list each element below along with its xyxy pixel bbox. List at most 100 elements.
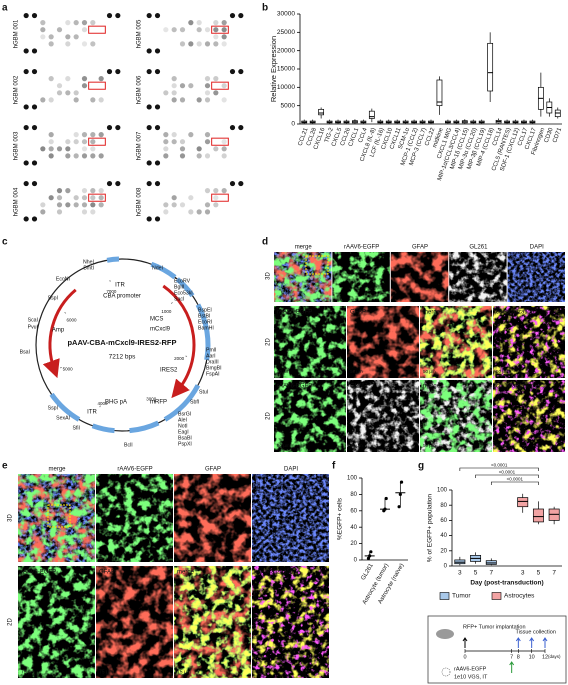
site-label: BsaBI: [178, 435, 192, 441]
x-tick-label: CD71: [552, 127, 563, 144]
blot-dot: [204, 90, 211, 96]
blot-dot: [229, 12, 236, 19]
blot-dot: [213, 27, 219, 33]
blot-dot: [98, 202, 104, 208]
y-tick-label: 40: [440, 533, 447, 539]
scale-bar-label: 50 µm: [496, 443, 509, 448]
micrograph-signal: [420, 306, 492, 378]
blot-dot: [146, 160, 152, 166]
x-tick-label: 7: [552, 570, 556, 577]
highlight-box: [211, 25, 229, 34]
blot-label: hGBM 007: [137, 131, 143, 160]
y-tick-label: 60: [440, 518, 447, 524]
blot-dot: [73, 20, 79, 26]
scale-bar-label: 50 µm: [350, 369, 363, 374]
channel-label: merge: [295, 245, 313, 251]
blot-dot: [221, 41, 227, 47]
blot-dot: [163, 90, 169, 96]
blot-dot: [65, 20, 71, 26]
blot-dot: [23, 12, 29, 19]
blot-dot: [81, 20, 88, 26]
blot-dot: [31, 216, 38, 222]
scale-tick: [171, 302, 173, 304]
blot-dot: [179, 41, 186, 47]
blot-dot: [81, 83, 88, 89]
x-tick-label: 3: [521, 570, 525, 577]
blot-dot: [90, 195, 96, 201]
blot-dot: [188, 41, 194, 47]
blot-dot: [40, 97, 46, 103]
blot-label: hGBM 001: [14, 19, 20, 48]
blot-dot: [196, 41, 202, 47]
blot-dot: [188, 83, 194, 89]
blot-dot: [56, 90, 63, 96]
site-label: BmgBI: [206, 365, 222, 371]
blot-dot: [196, 20, 202, 26]
blot-dot: [90, 202, 96, 208]
timeline-arrow: [509, 661, 515, 673]
blot-dot: [221, 20, 227, 26]
blot-dot: [40, 202, 46, 208]
blot-dot: [31, 104, 38, 110]
timeline-label: 1e10 VGS, IT: [454, 674, 488, 680]
legend-label: Astrocytes: [504, 593, 535, 600]
channel-label: rAAV6-EGFP: [277, 384, 312, 390]
plasmid-name: pAAV-CBA-mCxcl9-IRES2-RFP: [67, 338, 176, 347]
box: [436, 79, 443, 107]
site-label: PvuI: [28, 324, 38, 330]
blot-dot: [81, 41, 88, 47]
blot-dot: [65, 90, 71, 96]
feature-arc: [49, 392, 81, 422]
blot-dot: [171, 132, 177, 138]
blot-dot: [56, 202, 63, 208]
blot-dot: [154, 12, 161, 19]
y-axis-label: %EGFP+ cells: [337, 497, 344, 540]
site-label: SspI: [48, 405, 58, 411]
y-tick-label: 20: [350, 541, 357, 547]
x-tick-label: 7: [489, 570, 493, 577]
scale-label: 6000: [67, 318, 78, 323]
blot-dot: [48, 132, 54, 138]
blot-dot: [48, 76, 54, 82]
blot-dot: [23, 216, 29, 222]
feature-label: IRES2: [160, 368, 178, 374]
blot-dot: [56, 27, 63, 33]
blot-dot: [81, 132, 88, 138]
blot-dot: [115, 12, 121, 19]
blot-dot: [65, 202, 71, 208]
scale-tick: [64, 312, 67, 314]
feature-label: Amp: [52, 328, 65, 334]
blot-dot: [90, 41, 96, 47]
blot-dot: [40, 20, 46, 26]
blot-dot: [65, 41, 71, 47]
blot-dot: [154, 68, 161, 75]
blot-dot: [196, 27, 202, 33]
channel-label: co-localization: [496, 310, 534, 316]
y-tick-label: 40: [350, 525, 357, 531]
blot-dot: [23, 68, 29, 75]
y-tick-label: 0: [354, 558, 358, 564]
blot-dot: [179, 202, 186, 208]
timeline-frame: [427, 615, 567, 684]
blot-dot: [48, 195, 54, 201]
x-tick-label: 3: [458, 570, 462, 577]
blot-dot: [81, 188, 88, 194]
site-label: BsaI: [20, 349, 30, 355]
blot-dot: [146, 180, 152, 187]
blot-dot: [48, 153, 54, 159]
blot-dot: [73, 139, 79, 145]
blot-dot: [48, 139, 54, 145]
site-label: DraIII: [206, 359, 219, 365]
site-label: BmtI: [83, 265, 94, 271]
blot-dot: [213, 188, 219, 194]
blot-dot: [56, 188, 63, 194]
inset-box: [47, 504, 71, 528]
y-tick-label: 15000: [277, 66, 295, 73]
box: [368, 110, 375, 119]
p-value: <0.0001: [499, 470, 516, 475]
x-tick-label: GL261: [361, 562, 376, 581]
blot-dot: [238, 180, 244, 187]
micrograph-signal: [332, 252, 390, 302]
micrograph-signal: [507, 252, 565, 302]
scale-bar-label: 75 µm: [255, 669, 269, 675]
